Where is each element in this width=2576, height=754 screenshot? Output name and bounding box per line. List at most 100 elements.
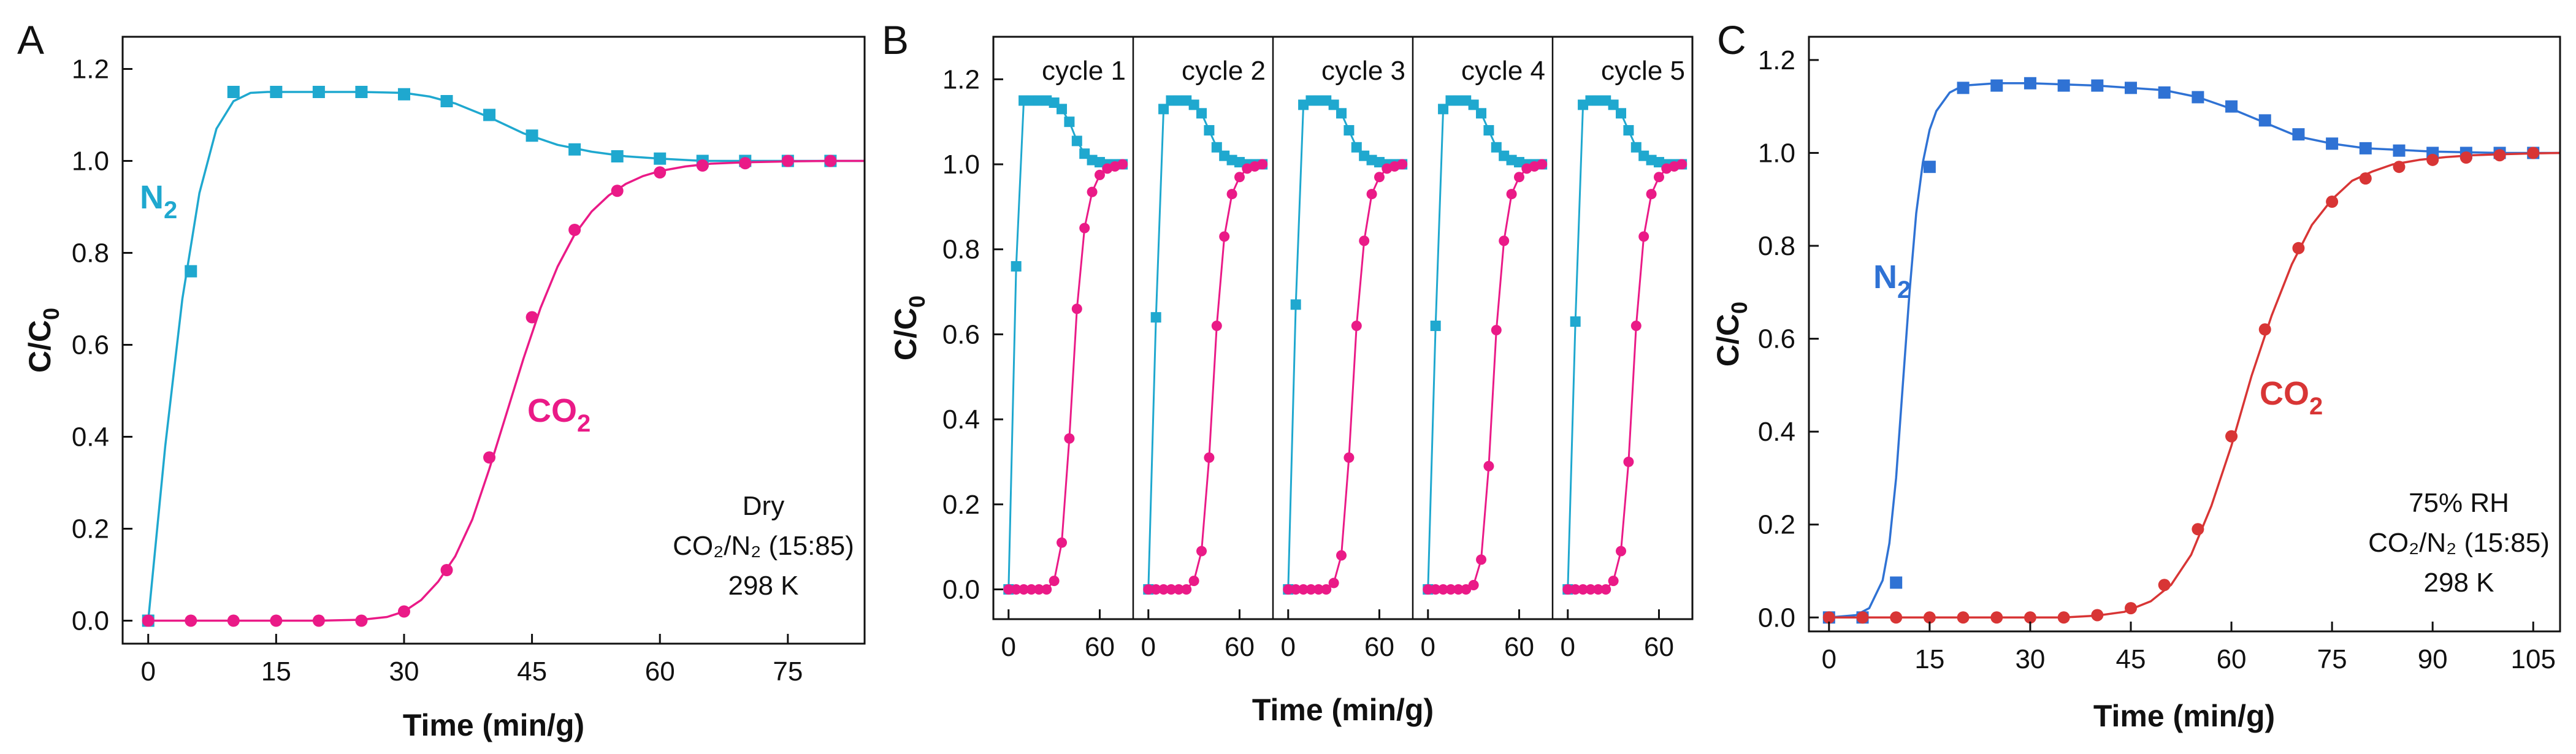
panel-b-cycle-3-co2-point <box>1336 550 1347 561</box>
panel-b-cycle-2-co2-fit-line <box>1148 163 1263 590</box>
panel-b-cycle-4-co2-point <box>1430 584 1441 595</box>
panel-b-cycle-2-co2-point <box>1188 576 1199 587</box>
panel-a-y-axis-title: C/C0 <box>23 308 64 373</box>
panel-b-cycle-3-co2-point <box>1321 584 1332 595</box>
panel-b-cycle-3-n2-point <box>1328 99 1339 110</box>
panel-b-cycle-4-co2-point <box>1476 554 1487 565</box>
panel-b-cycle-3-co2-point <box>1298 584 1309 595</box>
panel-c-y-axis-title-sub: 0 <box>1727 302 1752 314</box>
panel-c-co2-point <box>2057 611 2070 624</box>
panel-b-cycle-4-n2-point <box>1476 108 1487 119</box>
panel-a-n2-label: N2 <box>140 179 177 224</box>
panel-b-cycle-4-n2-point <box>1483 125 1494 136</box>
panel-c-annotation-gas: CO₂/N₂ (15:85) <box>2368 528 2550 558</box>
panel-b-cycle-5-co2-point <box>1646 189 1657 200</box>
panel-b-cycle-2-co2-point <box>1219 231 1230 242</box>
panel-b-cycle-1-co2-point <box>1087 186 1098 197</box>
panel-c: C 0.00.20.40.60.81.01.20 15 30 45 60 75 90 105 … <box>1711 17 2561 733</box>
panel-b-cycle-5-co2-point <box>1592 584 1603 595</box>
panel-b-cycle-5-co2-point <box>1585 584 1596 595</box>
panel-b-cycle-1-co2-point <box>1057 537 1068 548</box>
panel-c-co2-fit-line <box>1829 151 2561 619</box>
panel-c-co2-point <box>2426 153 2439 166</box>
panel-c-co2-point <box>2258 323 2271 336</box>
panel-b-cycle-4-co2-point <box>1513 172 1524 183</box>
panel-b-cycle-1-co2-point <box>1064 433 1075 444</box>
panel-a-co2-point <box>440 564 453 576</box>
panel-b-x-tick-label: 0 <box>1141 632 1156 662</box>
panel-a-co2-point <box>696 159 709 172</box>
panel-c-n2-point <box>2225 100 2238 113</box>
panel-b-cycle-2-co2-point <box>1173 584 1184 595</box>
panel-b-x-tick-label: 0 <box>1421 632 1435 662</box>
panel-a-annotation-gas: CO₂/N₂ (15:85) <box>673 531 854 561</box>
panel-a-y-tick-label: 1.2 <box>72 55 109 85</box>
panel-b-cycle-2-n2-point <box>1204 125 1215 136</box>
panel-b-cycle-2-co2-point <box>1257 159 1268 170</box>
panel-c-x-tick-label: 45 <box>2116 644 2146 674</box>
panel-b-y-tick-label: 0.6 <box>942 319 980 349</box>
panel-b-cycle-4-co2-point <box>1483 460 1494 471</box>
panel-b-x-tick-label: 60 <box>1225 632 1255 662</box>
panel-a-co2-label-main: CO <box>527 392 577 429</box>
panel-a-letter: A <box>17 17 44 63</box>
panel-c-letter: C <box>1717 17 1746 63</box>
panel-c-n2-point <box>2192 91 2204 104</box>
panel-c-co2-point <box>1890 611 1903 624</box>
panel-c-co2-label-main: CO <box>2260 375 2309 412</box>
panel-b-cycle-4-n2-point <box>1430 321 1441 332</box>
panel-c-n2-point <box>2258 114 2271 127</box>
panel-c-y-axis-title: C/C0 <box>1711 302 1752 367</box>
panel-b-cycle-4-n2-point <box>1468 99 1479 110</box>
panel-b-x-tick-label: 0 <box>1001 632 1016 662</box>
panel-b-cycle-1-co2-point <box>1033 584 1044 595</box>
panel-a-co2-point <box>781 154 794 167</box>
panel-b-cycle-5-co2-point <box>1623 456 1634 467</box>
panel-b-cycle-5-co2-point <box>1600 584 1611 595</box>
panel-b-cycle-1-n2-point <box>1057 104 1068 115</box>
panel-b-cycle-3-n2-point <box>1351 142 1362 153</box>
panel-a-n2-point <box>355 86 368 98</box>
panel-a-co2-point <box>270 614 283 627</box>
panel-b-cycle-3-co2-point <box>1283 584 1294 595</box>
panel-c-n2-point <box>1957 82 1970 94</box>
panel-b-cycle-3-co2-point <box>1313 584 1324 595</box>
panel-b-x-tick-label: 60 <box>1504 632 1534 662</box>
panel-b-cycle-4-co2-point <box>1499 235 1510 246</box>
panel-a-co2-point <box>185 614 197 627</box>
panel-b-cycle-2-co2-point <box>1211 321 1222 332</box>
panel-b-cycle-1-co2-point <box>1117 159 1128 170</box>
panel-b-y-axis-title: C/C0 <box>889 295 930 360</box>
panel-c-co2-label: CO2 <box>2260 375 2323 420</box>
panel-b-cycle-1-co2-fit-line <box>1008 163 1123 590</box>
panel-b-cycle-4-co2-point <box>1537 159 1548 170</box>
panel-b-y-tick-label: 1.0 <box>942 150 980 180</box>
panel-a-co2-point <box>355 614 368 627</box>
panel-b-cycle-3-co2-point <box>1351 321 1362 332</box>
panel-b-cycle-2-co2-point <box>1158 584 1169 595</box>
panel-b-cycle-5-co2-point <box>1562 584 1573 595</box>
panel-b-cycle-2-n2-point <box>1211 142 1222 153</box>
panel-c-co2-point <box>2024 611 2036 624</box>
panel-a-co2-point <box>483 451 496 464</box>
panel-a-n2-point <box>483 109 496 121</box>
panel-b-cycle-1-co2-point <box>1011 584 1022 595</box>
panel-a-co2-point <box>526 311 538 324</box>
panel-a-plot-frame <box>121 36 866 645</box>
panel-a-x-tick-label: 15 <box>261 657 291 687</box>
panel-c-co2-point <box>1856 611 1869 624</box>
panel-c-x-tick-label: 90 <box>2418 644 2448 674</box>
panel-b-cycle-2-n2-point <box>1158 104 1169 115</box>
panel-b-cycle-2-co2-point <box>1204 452 1215 463</box>
panel-c-n2-label: N2 <box>1873 259 1911 303</box>
panel-b-cycle-labels: cycle 1 cycle 2 cycle 3 cycle 4 cycle 5 <box>1042 56 1685 86</box>
panel-a-n2-label-main: N <box>140 179 164 216</box>
panel-b-plot-frame <box>992 36 1694 620</box>
panel-b-cycle-3-label: cycle 3 <box>1321 56 1405 86</box>
panel-a-x-tick-label: 45 <box>517 657 547 687</box>
panel-a-co2-label: CO2 <box>527 392 590 437</box>
panel-b-cycle-4-co2-point <box>1438 584 1449 595</box>
panel-a-x-tick-label: 75 <box>773 657 803 687</box>
panel-c-co2-point <box>2125 602 2137 615</box>
panel-c-n2-point <box>1923 161 1936 173</box>
